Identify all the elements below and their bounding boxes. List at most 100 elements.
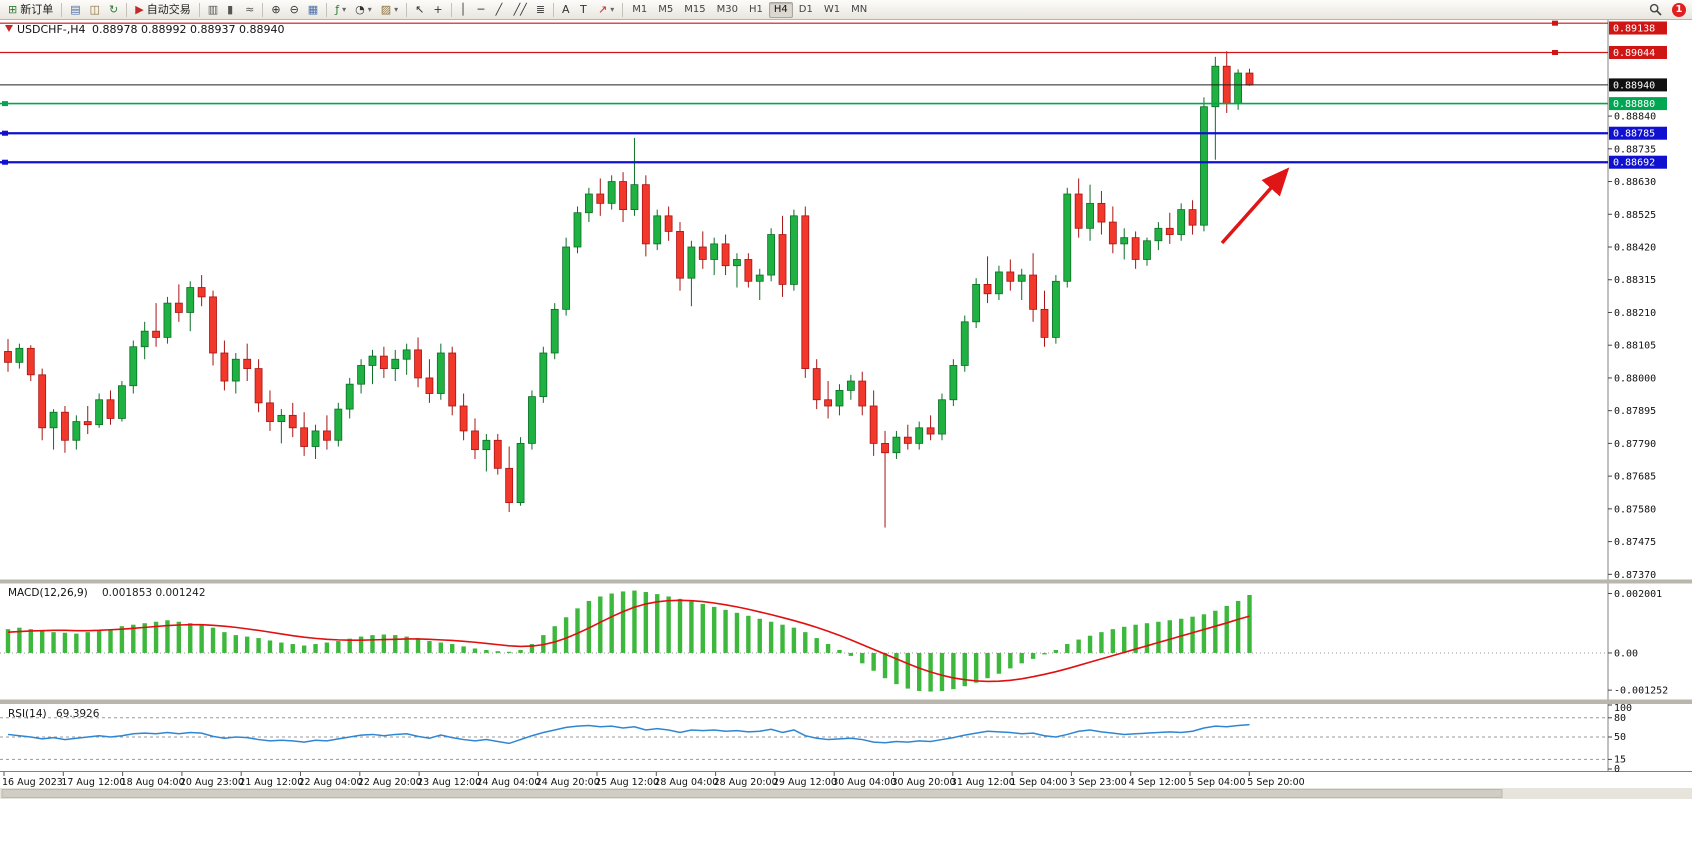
level-line-handle[interactable] bbox=[2, 159, 8, 165]
level-line-handle[interactable] bbox=[1552, 49, 1558, 55]
macd-histogram-bar bbox=[188, 623, 193, 653]
time-axis-label: 1 Sep 04:00 bbox=[1010, 777, 1067, 788]
candle-body bbox=[174, 302, 183, 313]
candle-body bbox=[755, 274, 764, 282]
macd-histogram-bar bbox=[655, 594, 660, 653]
bar-chart-type-button[interactable]: ▥ bbox=[204, 1, 222, 18]
level-line-handle[interactable] bbox=[2, 101, 8, 107]
candle-body bbox=[664, 215, 673, 232]
timeframe-mn-button[interactable]: MN bbox=[846, 2, 872, 18]
time-axis-label: 30 Aug 04:00 bbox=[832, 777, 896, 788]
line-chart-type-button[interactable]: ≈ bbox=[241, 1, 258, 18]
panel-separator[interactable] bbox=[0, 699, 1692, 705]
candle-body bbox=[744, 259, 753, 282]
refresh-button[interactable]: ↻ bbox=[105, 1, 122, 18]
macd-histogram-bar bbox=[860, 652, 865, 664]
macd-histogram-bar bbox=[711, 606, 717, 653]
level-line-handle[interactable] bbox=[2, 130, 8, 136]
timeframe-m15-button[interactable]: M15 bbox=[679, 2, 710, 18]
macd-histogram-bar bbox=[632, 590, 637, 653]
candle-body bbox=[869, 405, 878, 444]
arrows-button[interactable]: ↗ ▾ bbox=[594, 1, 618, 18]
macd-histogram-bar bbox=[973, 652, 979, 683]
price-axis-badge-label: 0.89138 bbox=[1613, 24, 1655, 35]
candle-body bbox=[379, 355, 388, 369]
macd-histogram-bar bbox=[233, 635, 238, 653]
new-order-icon: ⊞ bbox=[8, 3, 18, 16]
crosshair-button[interactable]: + bbox=[429, 1, 446, 18]
zoom-out-button[interactable]: ⊖ bbox=[286, 1, 303, 18]
candle-body bbox=[892, 436, 901, 454]
timeframe-d1-button[interactable]: D1 bbox=[794, 2, 818, 18]
arrow-annotation[interactable] bbox=[1220, 167, 1290, 245]
panel-separator[interactable] bbox=[0, 579, 1692, 584]
chart-ohlc-values: 0.88978 0.88992 0.88937 0.88940 bbox=[92, 23, 284, 36]
macd-histogram-bar bbox=[153, 621, 159, 653]
trendline-button[interactable]: ╱ bbox=[492, 1, 509, 18]
chart-marker-icon bbox=[5, 25, 13, 32]
fibonacci-button[interactable]: ≣ bbox=[532, 1, 549, 18]
templates-button[interactable]: ▨ ▾ bbox=[377, 1, 402, 18]
text-button[interactable]: A bbox=[558, 1, 575, 18]
candlestick-chart-type-button[interactable]: ▮ bbox=[223, 1, 240, 18]
autotrade-play-icon: ▶ bbox=[135, 3, 144, 16]
cursor-button[interactable]: ↖ bbox=[411, 1, 428, 18]
text-label-button[interactable]: T bbox=[576, 1, 593, 18]
macd-histogram-bar bbox=[905, 652, 911, 689]
toolbar-separator bbox=[622, 2, 624, 17]
rsi-axis-label: 80 bbox=[1614, 713, 1626, 724]
time-axis-label: 22 Aug 04:00 bbox=[299, 777, 363, 788]
candle-body bbox=[824, 399, 832, 407]
horizontal-line-button[interactable]: ─ bbox=[474, 1, 491, 18]
macd-histogram-bar bbox=[1247, 594, 1252, 653]
candle-body bbox=[288, 414, 297, 429]
macd-histogram-bar bbox=[427, 641, 432, 653]
vertical-line-button[interactable]: │ bbox=[456, 1, 473, 18]
new-order-button[interactable]: ⊞ 新订单 bbox=[4, 1, 57, 18]
timeframe-m5-button[interactable]: M5 bbox=[653, 2, 678, 18]
search-button[interactable] bbox=[1645, 1, 1666, 18]
timeframe-m1-button[interactable]: M1 bbox=[627, 2, 652, 18]
time-axis-label: 30 Aug 20:00 bbox=[892, 777, 956, 788]
candle-body bbox=[949, 365, 958, 401]
time-axis-label: 25 Aug 12:00 bbox=[595, 777, 659, 788]
macd-histogram-bar bbox=[199, 624, 204, 653]
time-axis-label: 3 Sep 23:00 bbox=[1069, 777, 1126, 788]
price-axis-label: 0.87895 bbox=[1614, 406, 1656, 417]
channel-button[interactable]: ╱╱ bbox=[510, 1, 531, 18]
macd-histogram-bar bbox=[689, 601, 694, 653]
macd-histogram-bar bbox=[461, 646, 466, 653]
tile-windows-button[interactable]: ▦ bbox=[304, 1, 322, 18]
candle-body bbox=[1200, 106, 1208, 226]
macd-histogram-bar bbox=[1167, 620, 1172, 653]
candle-body bbox=[15, 347, 24, 363]
level-line-handle[interactable] bbox=[1552, 20, 1558, 26]
candlestick-chart-icon: ▮ bbox=[227, 3, 234, 16]
macd-histogram-bar bbox=[518, 649, 523, 653]
macd-axis-label: 0.00 bbox=[1614, 648, 1638, 659]
zoom-in-button[interactable]: ⊕ bbox=[267, 1, 284, 18]
macd-histogram-bar bbox=[39, 630, 45, 653]
timeframe-w1-button[interactable]: W1 bbox=[819, 2, 845, 18]
autotrade-button[interactable]: ▶ 自动交易 bbox=[131, 1, 194, 18]
indicators-button[interactable]: ƒ ▾ bbox=[331, 1, 350, 18]
h-scrollbar-thumb[interactable] bbox=[1, 789, 1503, 798]
macd-histogram-bar bbox=[677, 598, 683, 653]
price-axis-badge-label: 0.88692 bbox=[1613, 158, 1655, 169]
timeframe-m30-button[interactable]: M30 bbox=[712, 2, 743, 18]
new-chart-button[interactable]: ▤ bbox=[66, 1, 84, 18]
candle-body bbox=[277, 414, 286, 422]
timeframe-h1-button[interactable]: H1 bbox=[744, 2, 768, 18]
macd-histogram-bar bbox=[723, 609, 728, 653]
macd-histogram-bar bbox=[1019, 652, 1024, 664]
periods-button[interactable]: ◔ ▾ bbox=[351, 1, 376, 18]
macd-histogram-bar bbox=[1110, 629, 1116, 653]
price-axis-badge bbox=[1609, 21, 1667, 35]
notification-badge[interactable]: 1 bbox=[1672, 2, 1686, 17]
candle-body bbox=[186, 287, 195, 313]
profiles-button[interactable]: ◫ bbox=[86, 1, 104, 18]
timeframe-h4-button[interactable]: H4 bbox=[768, 1, 793, 18]
macd-histogram-bar bbox=[244, 636, 250, 653]
toolbar-separator bbox=[126, 2, 128, 17]
time-axis-label: 20 Aug 23:00 bbox=[180, 777, 244, 788]
